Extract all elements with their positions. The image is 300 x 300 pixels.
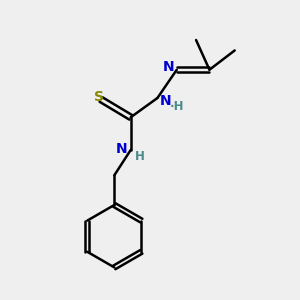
Text: N: N <box>160 94 172 108</box>
Text: S: S <box>94 90 104 104</box>
Text: N: N <box>163 60 174 74</box>
Text: N: N <box>116 142 127 155</box>
Text: H: H <box>135 150 145 163</box>
Text: ·H: ·H <box>169 100 184 113</box>
